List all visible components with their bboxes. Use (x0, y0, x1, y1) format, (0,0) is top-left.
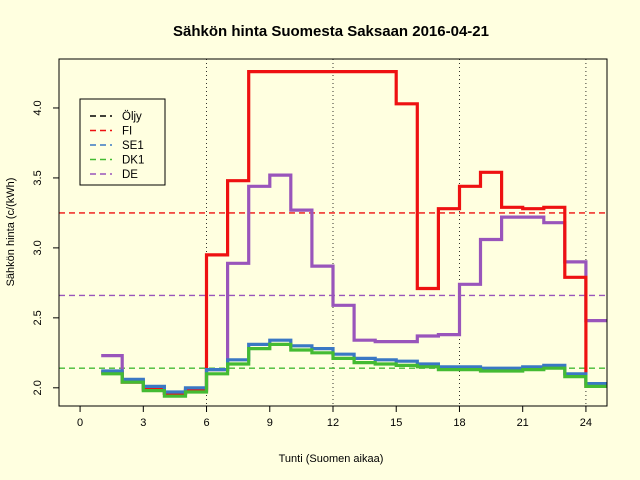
x-tick-label: 6 (203, 417, 209, 429)
legend-label: Öljy (122, 111, 142, 123)
x-axis-label: Tunti (Suomen aikaa) (279, 453, 384, 465)
plot-area: 0 3 6 9 12 15 18 21 24 2.0 2.5 3.0 3.5 4.0 (32, 59, 607, 429)
legend-label: DE (122, 169, 138, 181)
x-tick-label: 15 (390, 417, 402, 429)
y-tick-label: 4.0 (32, 100, 44, 115)
legend: Öljy FI SE1 DK1 DE (79, 98, 166, 186)
series-line-se1 (101, 338, 607, 394)
y-tick-label: 2.0 (32, 380, 44, 395)
plot-frame (58, 58, 608, 407)
y-tick-label: 3.0 (32, 240, 44, 255)
x-tick-label: 24 (580, 417, 592, 429)
y-tick-label: 2.5 (32, 310, 44, 325)
legend-label: SE1 (122, 140, 144, 152)
legend-label: FI (122, 126, 132, 138)
x-tick-label: 3 (140, 417, 146, 429)
y-axis-label: Sähkön hinta (c/(kWh) (5, 178, 17, 287)
legend-label: DK1 (122, 155, 144, 167)
y-tick-label: 3.5 (32, 170, 44, 185)
x-tick-label: 21 (517, 417, 529, 429)
x-tick-label: 9 (267, 417, 273, 429)
x-tick-label: 18 (453, 417, 465, 429)
series-line-dk1 (101, 342, 607, 398)
x-tick-label: 0 (77, 417, 83, 429)
chart-title: Sähkön hinta Suomesta Saksaan 2016-04-21 (173, 23, 489, 40)
x-tick-label: 12 (327, 417, 339, 429)
legend-box (79, 98, 166, 186)
series-line-fi (101, 70, 607, 395)
